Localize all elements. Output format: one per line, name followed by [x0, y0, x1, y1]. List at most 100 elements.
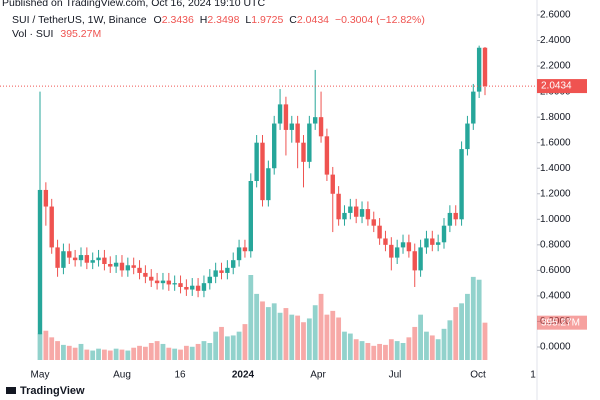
candle-body	[242, 247, 248, 252]
volume-bar	[154, 341, 160, 360]
volume-bar	[412, 326, 418, 360]
x-tick-label: 1	[530, 370, 536, 381]
volume-bar	[49, 337, 55, 360]
volume-bar	[289, 314, 295, 360]
volume-bar	[201, 341, 207, 360]
y-tick-label: 2.4000	[540, 35, 571, 46]
volume-bar	[429, 335, 435, 360]
candle-body	[277, 104, 283, 124]
volume-bar	[219, 326, 224, 360]
volume-bar	[365, 343, 371, 360]
volume-tag-label: 395.27M	[541, 317, 580, 328]
volume-bar	[465, 293, 470, 360]
candle-body	[482, 47, 488, 87]
candle-body	[37, 189, 43, 335]
candle-body	[400, 242, 406, 248]
volume-bar	[371, 345, 377, 360]
candle-body	[219, 270, 224, 273]
y-tick-label: 1.8000	[540, 112, 571, 123]
x-tick-label: Aug	[113, 370, 131, 381]
price-tag	[537, 79, 587, 94]
candle-body	[412, 251, 417, 271]
logo-mark	[6, 387, 16, 394]
candle-body	[266, 168, 271, 201]
candle-body	[365, 209, 371, 220]
candle-body	[125, 265, 131, 271]
volume-bar	[435, 339, 441, 360]
candle-body	[260, 142, 265, 201]
candle-body	[272, 123, 277, 169]
y-tick-label: 0.4000	[540, 291, 571, 302]
candle-body	[353, 206, 359, 217]
candle-body	[359, 209, 365, 217]
candle-body	[441, 225, 447, 243]
candle-body	[231, 260, 236, 268]
candle-body	[453, 212, 458, 220]
volume-bar	[260, 301, 265, 360]
candle-body	[248, 181, 253, 252]
candle-body	[190, 285, 195, 290]
volume-bar	[418, 314, 423, 360]
candle-body	[225, 267, 230, 273]
volume-bar	[394, 341, 400, 360]
volume-bar	[43, 330, 49, 360]
x-tick-label: Oct	[470, 370, 486, 381]
candle-body	[78, 255, 84, 261]
y-tick-label: 2.6000	[540, 10, 571, 21]
candle-body	[324, 136, 330, 175]
candle-body	[137, 267, 142, 273]
volume-bar	[195, 343, 201, 360]
candle-body	[336, 193, 341, 220]
volume-bar	[107, 350, 113, 360]
volume-bar	[283, 308, 289, 360]
volume-bar	[482, 322, 488, 360]
volume-layer	[37, 275, 488, 360]
y-tick-label: 0.0000	[540, 342, 571, 353]
volume-bar	[459, 303, 464, 360]
volume-bar	[301, 322, 306, 360]
y-tick-label: 0.8000	[540, 239, 571, 250]
volume-bar	[72, 347, 78, 360]
volume-bar	[66, 345, 72, 360]
volume-bar	[102, 349, 107, 360]
x-tick-label: May	[31, 370, 50, 381]
volume-bar	[453, 307, 459, 360]
candle-body	[160, 280, 166, 284]
candle-body	[465, 123, 470, 150]
volume-bar	[160, 343, 166, 360]
candle-body	[435, 242, 441, 245]
volume-legend: Vol · SUI 395.27M	[12, 28, 101, 40]
volume-bar	[61, 344, 66, 360]
ohlc-value: 2.3498	[207, 14, 239, 26]
volume-bar	[207, 343, 213, 360]
volume-bar	[470, 276, 476, 360]
candle-body	[283, 104, 289, 130]
legend-line: SUI / TetherUS, 1W, Binance O2.3436 H2.3…	[12, 14, 425, 26]
candle-body	[348, 206, 353, 213]
candle-body	[459, 149, 464, 220]
volume-bar	[166, 347, 172, 360]
volume-bar	[131, 347, 137, 360]
candle-body	[61, 251, 66, 268]
volume-bar	[324, 314, 330, 360]
candle-body	[476, 47, 482, 92]
candle-body	[207, 276, 213, 284]
brand-text: TradingView	[20, 385, 85, 397]
y-tick-label: 1.0000	[540, 214, 571, 225]
candle-body	[96, 257, 101, 261]
volume-bar	[242, 324, 248, 360]
volume-bar	[142, 346, 148, 360]
volume-bar	[254, 293, 260, 360]
ohlc-letter: O	[154, 14, 162, 26]
volume-bar	[424, 331, 429, 360]
volume-bar	[183, 345, 189, 360]
candle-body	[84, 255, 90, 263]
volume-bar	[271, 303, 277, 360]
candle-body	[119, 262, 125, 271]
candle-body	[254, 142, 259, 181]
candle-body	[371, 219, 376, 226]
volume-bar	[383, 344, 388, 360]
candle-body	[172, 283, 177, 285]
volume-bar	[342, 331, 347, 360]
volume-bar	[137, 345, 142, 360]
